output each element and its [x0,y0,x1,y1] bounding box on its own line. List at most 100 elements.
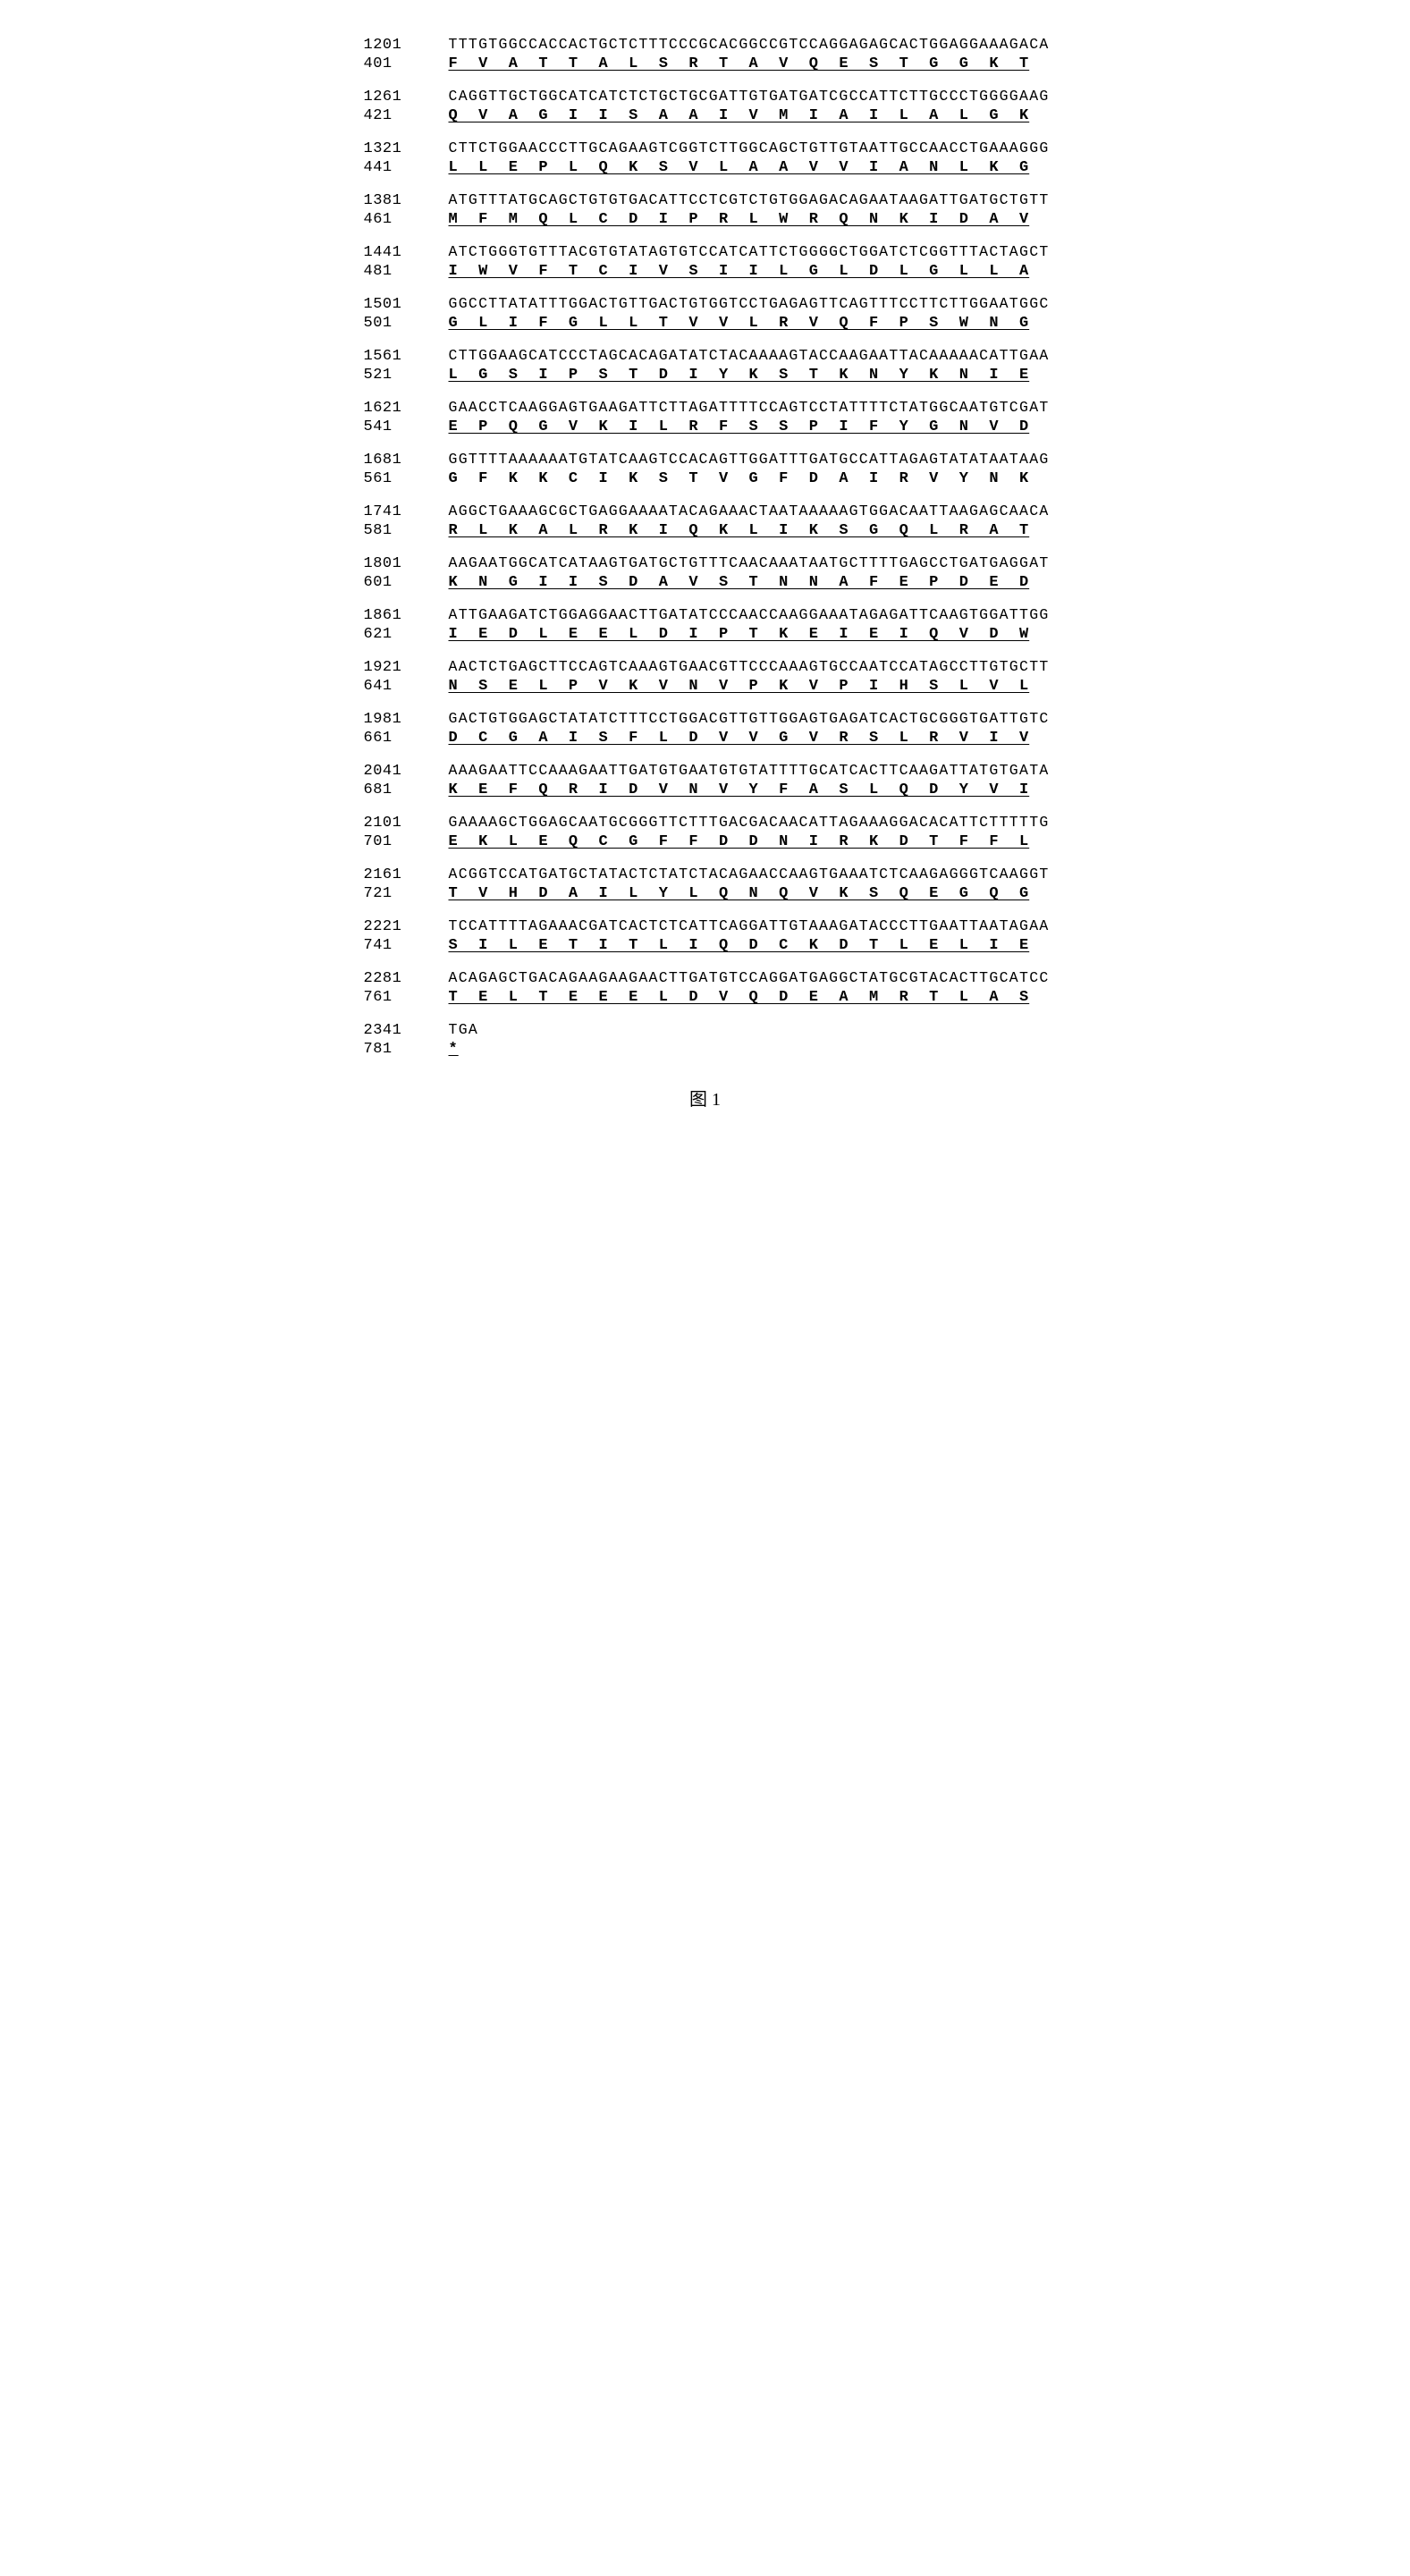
sequence-block: 1861ATTGAAGATCTGGAGGAACTTGATATCCCAACCAAG… [357,606,1054,643]
nucleotide-sequence: AACTCTGAGCTTCCAGTCAAAGTGAACGTTCCCAAAGTGC… [449,658,1050,675]
amino-row: 701E K L E Q C G F F D D N I R K D T F F… [357,833,1054,850]
amino-row: 621I E D L E E L D I P T K E I E I Q V D… [357,626,1054,643]
nucleotide-position: 2221 [357,918,449,935]
nucleotide-row: 1501GGCCTTATATTTGGACTGTTGACTGTGGTCCTGAGA… [357,295,1054,313]
amino-row: 501G L I F G L L T V V L R V Q F P S W N… [357,315,1054,332]
nucleotide-position: 2341 [357,1022,449,1039]
amino-position: 561 [357,470,449,487]
amino-row: 561G F K K C I K S T V G F D A I R V Y N… [357,470,1054,487]
amino-sequence: N S E L P V K V N V P K V P I H S L V L [449,678,1030,695]
amino-position: 641 [357,678,449,695]
amino-position: 421 [357,107,449,124]
amino-sequence: G F K K C I K S T V G F D A I R V Y N K [449,470,1030,487]
nucleotide-sequence: AAAGAATTCCAAAGAATTGATGTGAATGTGTATTTTGCAT… [449,762,1050,779]
amino-sequence: G L I F G L L T V V L R V Q F P S W N G [449,315,1030,332]
nucleotide-row: 1741AGGCTGAAAGCGCTGAGGAAAATACAGAAACTAATA… [357,503,1054,520]
amino-row: 401F V A T T A L S R T A V Q E S T G G K… [357,55,1054,72]
amino-sequence: E K L E Q C G F F D D N I R K D T F F L [449,833,1030,850]
amino-sequence: E P Q G V K I L R F S S P I F Y G N V D [449,418,1030,435]
nucleotide-row: 1441ATCTGGGTGTTTACGTGTATAGTGTCCATCATTCTG… [357,243,1054,261]
figure-label: 图 1 [357,1085,1054,1111]
sequence-block: 1741AGGCTGAAAGCGCTGAGGAAAATACAGAAACTAATA… [357,503,1054,539]
amino-position: 461 [357,211,449,228]
nucleotide-row: 1861ATTGAAGATCTGGAGGAACTTGATATCCCAACCAAG… [357,606,1054,624]
nucleotide-position: 1201 [357,37,449,54]
sequence-block: 2161ACGGTCCATGATGCTATACTCTATCTACAGAACCAA… [357,866,1054,902]
nucleotide-row: 2281ACAGAGCTGACAGAAGAAGAACTTGATGTCCAGGAT… [357,969,1054,987]
amino-row: 541E P Q G V K I L R F S S P I F Y G N V… [357,418,1054,435]
nucleotide-position: 1921 [357,659,449,676]
nucleotide-position: 1861 [357,607,449,624]
sequence-block: 1201TTTGTGGCCACCACTGCTCTTTCCCGCACGGCCGTC… [357,36,1054,72]
nucleotide-row: 1681GGTTTTAAAAAATGTATCAAGTCCACAGTTGGATTT… [357,451,1054,469]
amino-row: 761T E L T E E E L D V Q D E A M R T L A… [357,989,1054,1006]
sequence-blocks-root: 1201TTTGTGGCCACCACTGCTCTTTCCCGCACGGCCGTC… [357,36,1054,1058]
nucleotide-sequence: ATCTGGGTGTTTACGTGTATAGTGTCCATCATTCTGGGGC… [449,243,1050,260]
sequence-block: 2101GAAAAGCTGGAGCAATGCGGGTTCTTTGACGACAAC… [357,814,1054,850]
nucleotide-position: 1621 [357,400,449,417]
nucleotide-sequence: GAACCTCAAGGAGTGAAGATTCTTAGATTTTCCAGTCCTA… [449,399,1050,416]
nucleotide-row: 1921AACTCTGAGCTTCCAGTCAAAGTGAACGTTCCCAAA… [357,658,1054,676]
nucleotide-sequence: TTTGTGGCCACCACTGCTCTTTCCCGCACGGCCGTCCAGG… [449,36,1050,53]
nucleotide-sequence: GGTTTTAAAAAATGTATCAAGTCCACAGTTGGATTTGATG… [449,451,1050,468]
amino-row: 441L L E P L Q K S V L A A V V I A N L K… [357,159,1054,176]
amino-position: 741 [357,937,449,954]
nucleotide-row: 2041AAAGAATTCCAAAGAATTGATGTGAATGTGTATTTT… [357,762,1054,780]
nucleotide-row: 1801AAGAATGGCATCATAAGTGATGCTGTTTCAACAAAT… [357,554,1054,572]
amino-row: 721T V H D A I L Y L Q N Q V K S Q E G Q… [357,885,1054,902]
amino-sequence: Q V A G I I S A A I V M I A I L A L G K [449,107,1030,124]
nucleotide-sequence: ATTGAAGATCTGGAGGAACTTGATATCCCAACCAAGGAAA… [449,606,1050,623]
amino-position: 581 [357,522,449,539]
nucleotide-sequence: ACGGTCCATGATGCTATACTCTATCTACAGAACCAAGTGA… [449,866,1050,883]
amino-row: 481I W V F T C I V S I I L G L D L G L L… [357,263,1054,280]
nucleotide-sequence: GACTGTGGAGCTATATCTTTCCTGGACGTTGTTGGAGTGA… [449,710,1050,727]
sequence-block: 1801AAGAATGGCATCATAAGTGATGCTGTTTCAACAAAT… [357,554,1054,591]
sequence-block: 2341TGA 781* [357,1021,1054,1058]
amino-row: 421Q V A G I I S A A I V M I A I L A L G… [357,107,1054,124]
nucleotide-sequence: GAAAAGCTGGAGCAATGCGGGTTCTTTGACGACAACATTA… [449,814,1050,831]
amino-row: 661D C G A I S F L D V V G V R S L R V I… [357,730,1054,747]
amino-position: 701 [357,833,449,850]
nucleotide-sequence: GGCCTTATATTTGGACTGTTGACTGTGGTCCTGAGAGTTC… [449,295,1050,312]
nucleotide-sequence: AAGAATGGCATCATAAGTGATGCTGTTTCAACAAATAATG… [449,554,1050,571]
nucleotide-position: 1681 [357,452,449,469]
sequence-block: 1381ATGTTTATGCAGCTGTGTGACATTCCTCGTCTGTGG… [357,191,1054,228]
nucleotide-sequence: CTTCTGGAACCCTTGCAGAAGTCGGTCTTGGCAGCTGTTG… [449,139,1050,156]
amino-sequence: * [449,1041,459,1058]
nucleotide-position: 1561 [357,348,449,365]
nucleotide-row: 2341TGA [357,1021,1054,1039]
nucleotide-sequence: AGGCTGAAAGCGCTGAGGAAAATACAGAAACTAATAAAAA… [449,503,1050,519]
amino-row: 681K E F Q R I D V N V Y F A S L Q D Y V… [357,781,1054,798]
nucleotide-row: 1381ATGTTTATGCAGCTGTGTGACATTCCTCGTCTGTGG… [357,191,1054,209]
nucleotide-sequence: ATGTTTATGCAGCTGTGTGACATTCCTCGTCTGTGGAGAC… [449,191,1050,208]
nucleotide-position: 1981 [357,711,449,728]
sequence-block: 1621GAACCTCAAGGAGTGAAGATTCTTAGATTTTCCAGT… [357,399,1054,435]
amino-sequence: I W V F T C I V S I I L G L D L G L L A [449,263,1030,280]
amino-position: 661 [357,730,449,747]
amino-position: 721 [357,885,449,902]
amino-position: 521 [357,367,449,384]
amino-row: 601K N G I I S D A V S T N N A F E P D E… [357,574,1054,591]
nucleotide-position: 2281 [357,970,449,987]
nucleotide-sequence: CAGGTTGCTGGCATCATCTCTGCTGCGATTGTGATGATCG… [449,88,1050,105]
sequence-block: 1501GGCCTTATATTTGGACTGTTGACTGTGGTCCTGAGA… [357,295,1054,332]
amino-row: 461M F M Q L C D I P R L W R Q N K I D A… [357,211,1054,228]
nucleotide-position: 1261 [357,89,449,106]
amino-position: 501 [357,315,449,332]
nucleotide-row: 1201TTTGTGGCCACCACTGCTCTTTCCCGCACGGCCGTC… [357,36,1054,54]
amino-sequence: T E L T E E E L D V Q D E A M R T L A S [449,989,1030,1006]
sequence-container: 1201TTTGTGGCCACCACTGCTCTTTCCCGCACGGCCGTC… [357,36,1054,1111]
amino-row: 581R L K A L R K I Q K L I K S G Q L R A… [357,522,1054,539]
amino-sequence: R L K A L R K I Q K L I K S G Q L R A T [449,522,1030,539]
nucleotide-position: 1501 [357,296,449,313]
amino-sequence: L G S I P S T D I Y K S T K N Y K N I E [449,367,1030,384]
amino-row: 781* [357,1041,1054,1058]
nucleotide-position: 1381 [357,192,449,209]
amino-sequence: I E D L E E L D I P T K E I E I Q V D W [449,626,1030,643]
amino-sequence: K N G I I S D A V S T N N A F E P D E D [449,574,1030,591]
amino-row: 521L G S I P S T D I Y K S T K N Y K N I… [357,367,1054,384]
nucleotide-sequence: TGA [449,1021,479,1038]
amino-position: 621 [357,626,449,643]
nucleotide-position: 1801 [357,555,449,572]
nucleotide-row: 2101GAAAAGCTGGAGCAATGCGGGTTCTTTGACGACAAC… [357,814,1054,832]
